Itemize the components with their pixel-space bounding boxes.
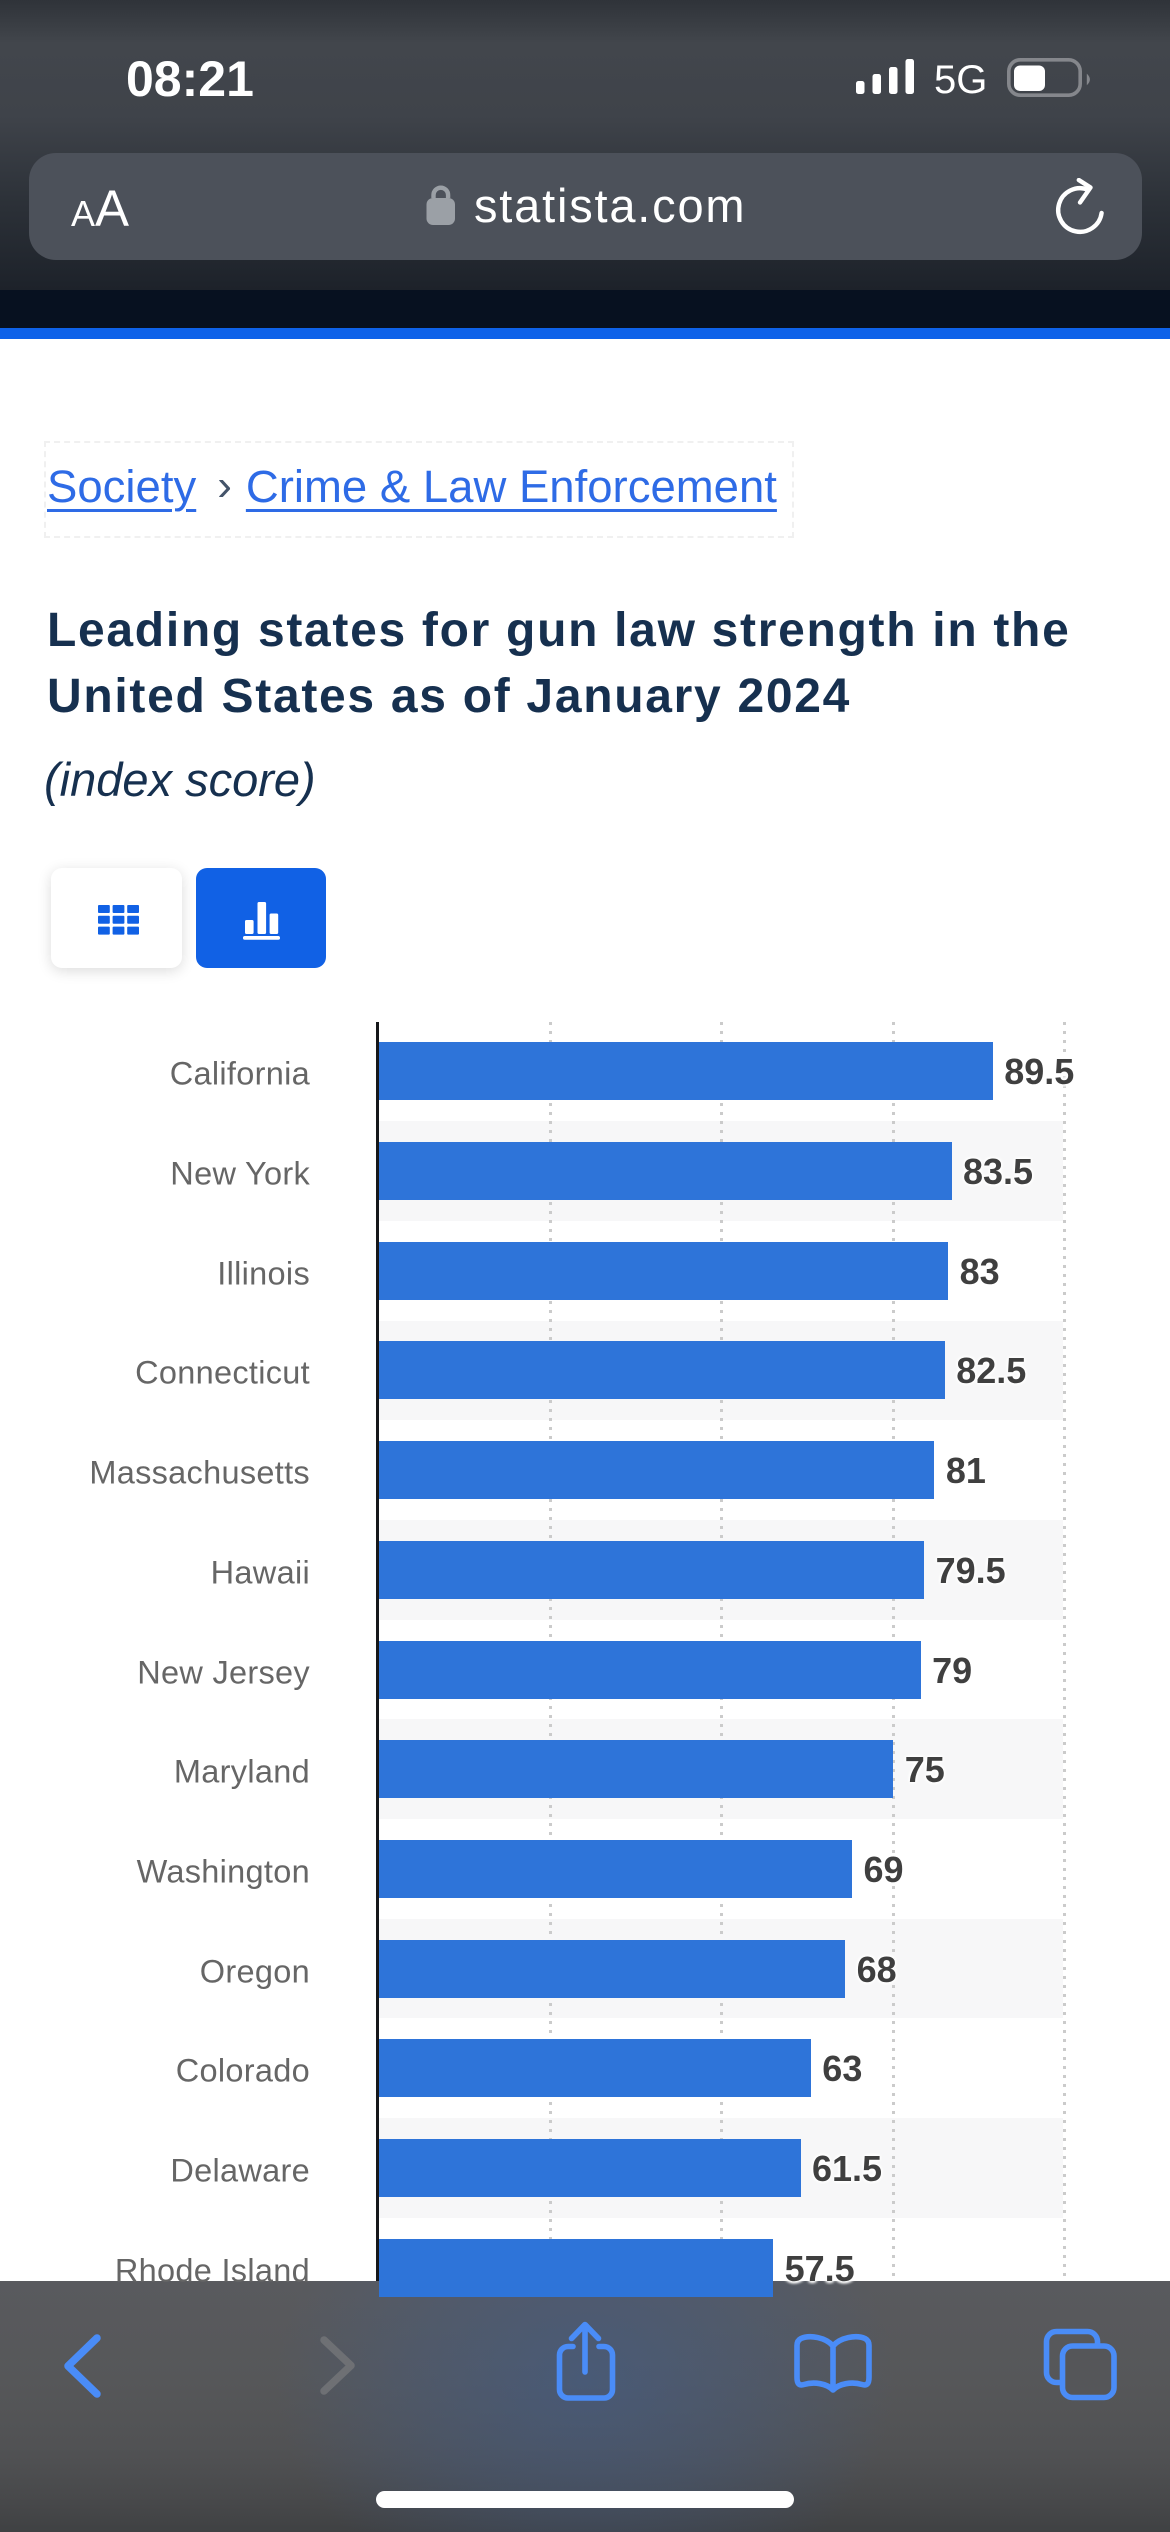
svg-text:5G: 5G: [934, 58, 987, 102]
